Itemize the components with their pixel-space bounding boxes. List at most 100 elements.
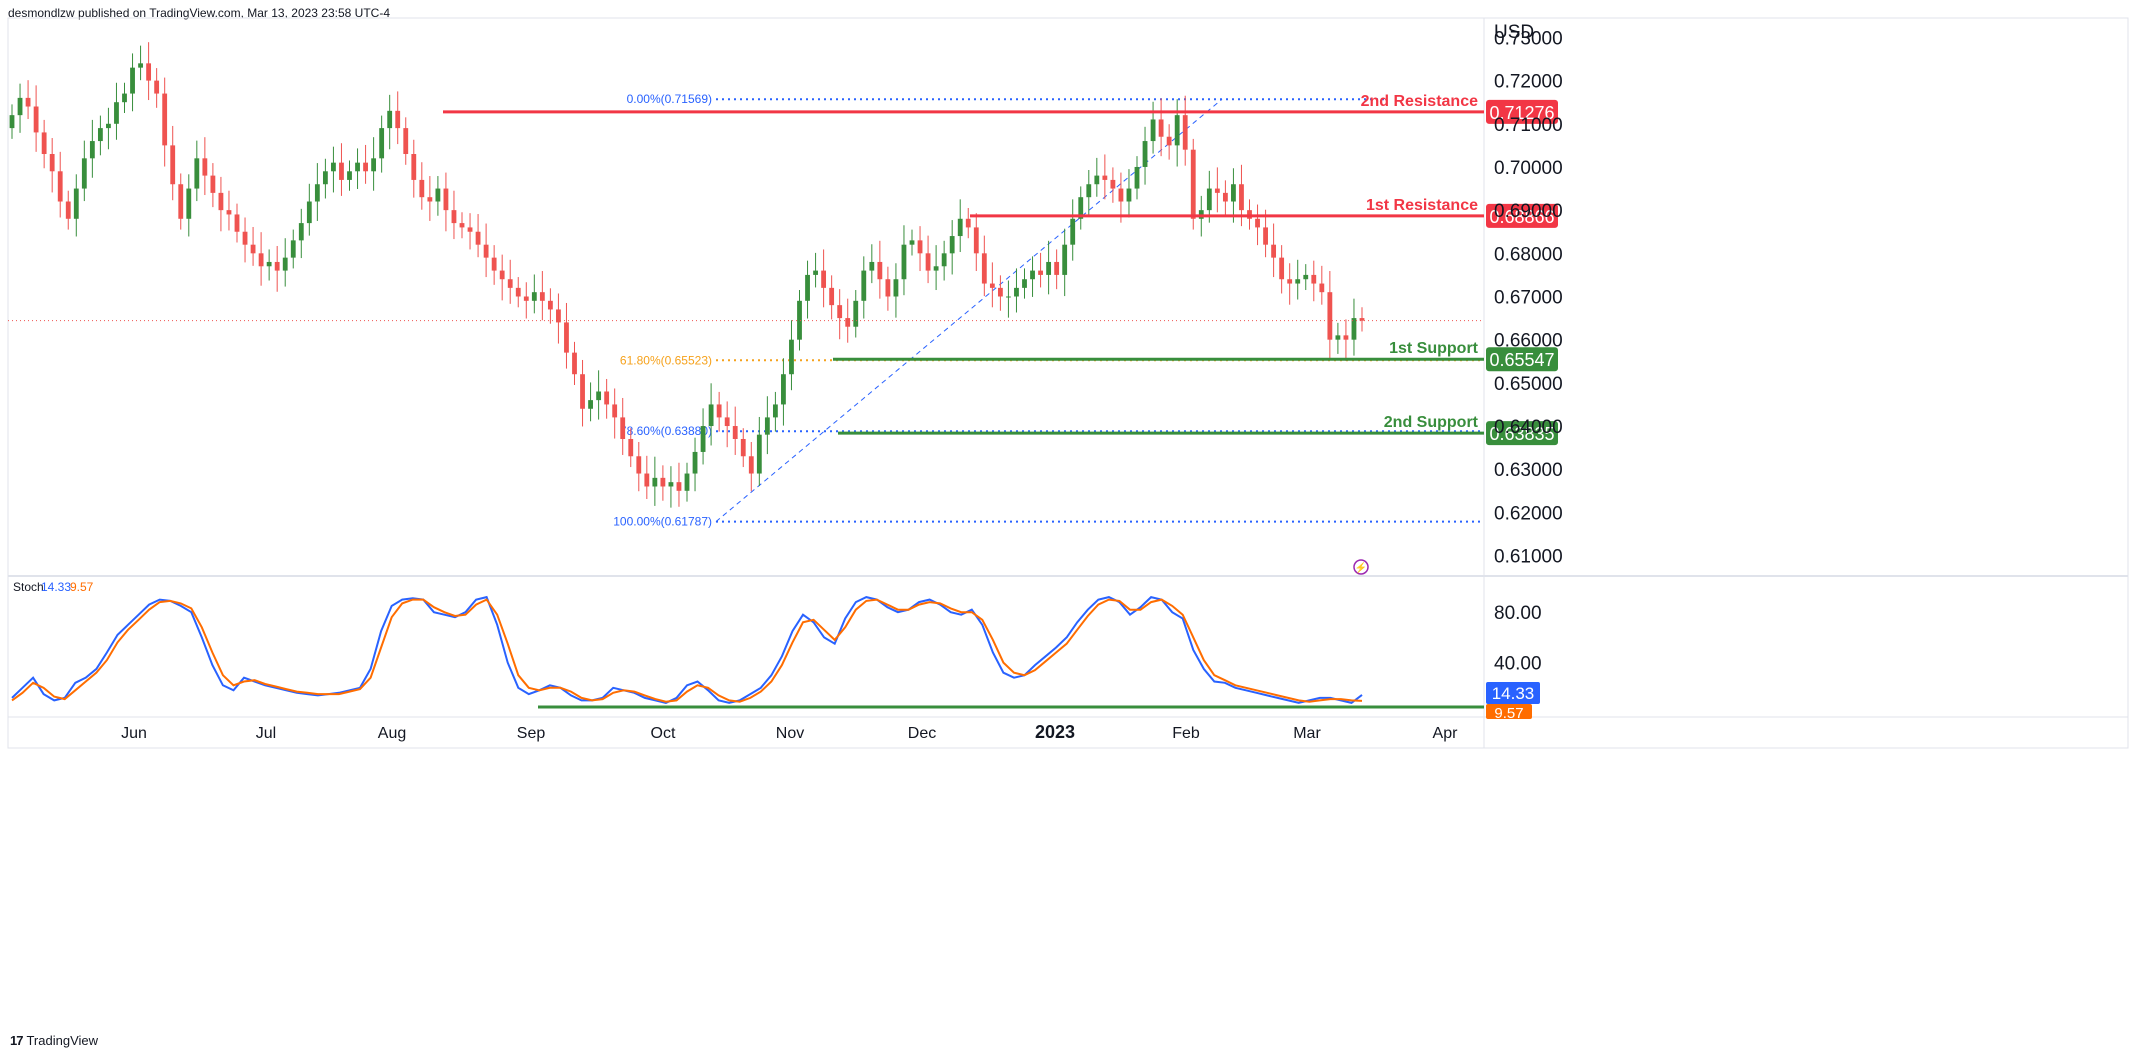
candle-body bbox=[1150, 119, 1156, 142]
time-axis-label: Dec bbox=[908, 725, 936, 742]
candle-body bbox=[797, 300, 802, 340]
time-axis-label: Oct bbox=[651, 725, 676, 742]
candle-body bbox=[668, 482, 674, 487]
price-tick-label: 0.66000 bbox=[1494, 331, 1563, 352]
candle-body bbox=[170, 145, 176, 185]
candle-body bbox=[789, 339, 794, 375]
fib-level-label: 100.00%(0.61787) bbox=[613, 515, 712, 529]
candle-body bbox=[1279, 257, 1285, 280]
outer-frame bbox=[7, 17, 2129, 749]
candle-body bbox=[347, 171, 352, 180]
candle-body bbox=[1062, 244, 1068, 275]
candle-body bbox=[989, 283, 995, 288]
candle-body bbox=[580, 374, 585, 409]
candle-body bbox=[258, 253, 264, 267]
candle-body bbox=[1239, 184, 1244, 211]
candle-body bbox=[700, 426, 706, 452]
price-tick-label: 0.61000 bbox=[1494, 547, 1563, 568]
support-price-tag bbox=[1486, 347, 1558, 372]
candle-body bbox=[933, 266, 939, 271]
candle-body bbox=[138, 63, 143, 68]
candle-body bbox=[877, 261, 883, 280]
candle-body bbox=[1054, 261, 1060, 275]
candle-body bbox=[178, 184, 184, 219]
price-tick-label: 0.64000 bbox=[1494, 417, 1563, 438]
candle-body bbox=[491, 257, 497, 271]
time-axis[interactable]: Jun Jul Aug Sep Oct Nov Dec 2023 Feb Mar Apr bbox=[121, 722, 1458, 742]
candle-body bbox=[837, 305, 843, 319]
stoch-d-value: 9.57 bbox=[70, 580, 94, 594]
candle-body bbox=[1102, 175, 1108, 180]
candle-body bbox=[1231, 184, 1236, 202]
price-tick-label: 0.68000 bbox=[1494, 244, 1563, 265]
candle-body bbox=[218, 192, 224, 211]
candle-body bbox=[210, 175, 216, 193]
candle-body bbox=[306, 201, 312, 224]
candle-body bbox=[781, 374, 786, 405]
stoch-k-tag bbox=[1486, 682, 1540, 704]
candle-body bbox=[194, 158, 200, 189]
candle-body bbox=[909, 240, 915, 245]
candle-body bbox=[1006, 296, 1011, 298]
candle-body bbox=[322, 171, 328, 185]
support-resistance-levels[interactable]: 2nd Resistance 0.71276 1st Resistance 0.688… bbox=[443, 93, 1558, 446]
candle-body bbox=[65, 201, 71, 219]
candle-body bbox=[81, 158, 87, 189]
candle-body bbox=[97, 128, 103, 142]
candle-body bbox=[748, 456, 754, 474]
tradingview-logo-icon: 17 bbox=[10, 1033, 24, 1048]
time-axis-label: Sep bbox=[517, 725, 546, 742]
candle-body bbox=[997, 287, 1003, 297]
candle-body bbox=[427, 197, 433, 202]
candle-body bbox=[1359, 318, 1365, 321]
candle-body bbox=[885, 279, 891, 297]
brand-label: TradingView bbox=[26, 1033, 99, 1048]
candle-body bbox=[869, 261, 875, 271]
candle-body bbox=[25, 97, 31, 107]
fib-level-label: 78.60%(0.63880) bbox=[620, 424, 712, 438]
candle-body bbox=[684, 473, 690, 491]
fibonacci-retracement[interactable]: 0.00%(0.71569) 61.80%(0.65523) 78.60%(0.63… bbox=[613, 92, 1484, 529]
candle-body bbox=[17, 97, 23, 116]
candle-body bbox=[539, 292, 545, 301]
candle-body bbox=[973, 227, 979, 254]
candle-body bbox=[1142, 141, 1148, 167]
candle-body bbox=[89, 141, 95, 159]
candle-body bbox=[443, 188, 449, 211]
candle-body bbox=[556, 309, 561, 323]
candle-body bbox=[1222, 192, 1228, 202]
price-tick-label: 0.65000 bbox=[1494, 374, 1563, 395]
tradingview-footer[interactable]: 17 TradingView bbox=[10, 1033, 98, 1048]
candle-body bbox=[636, 456, 642, 474]
candle-body bbox=[371, 158, 377, 172]
candle-body bbox=[331, 162, 336, 172]
currency-label: USD bbox=[1494, 22, 1534, 43]
candle-body bbox=[612, 404, 618, 418]
lightning-icon[interactable] bbox=[1353, 559, 1369, 575]
candle-body bbox=[395, 110, 401, 129]
price-tick-label: 0.72000 bbox=[1494, 72, 1563, 93]
candle-body bbox=[957, 218, 963, 237]
candle-body bbox=[467, 227, 473, 232]
candle-body bbox=[33, 106, 39, 133]
time-axis-label: Jul bbox=[256, 725, 276, 742]
candle-body bbox=[925, 253, 931, 271]
candle-body bbox=[49, 154, 55, 172]
candle-body bbox=[234, 214, 240, 232]
chart-misc: ⚡ bbox=[1353, 559, 1369, 575]
candle-body bbox=[949, 236, 955, 254]
candle-body bbox=[644, 473, 650, 487]
time-axis-label: 2023 bbox=[1035, 722, 1075, 742]
chart-frame bbox=[7, 17, 2129, 749]
candle-body bbox=[1038, 270, 1043, 275]
time-axis-label: Nov bbox=[776, 725, 804, 742]
candle-body bbox=[202, 158, 208, 176]
candle-body bbox=[917, 240, 923, 254]
candle-body bbox=[1174, 115, 1180, 146]
candle-body bbox=[732, 426, 738, 439]
stoch-title: Stoch bbox=[13, 580, 44, 594]
candle-body bbox=[853, 300, 859, 327]
candle-body bbox=[764, 417, 770, 435]
